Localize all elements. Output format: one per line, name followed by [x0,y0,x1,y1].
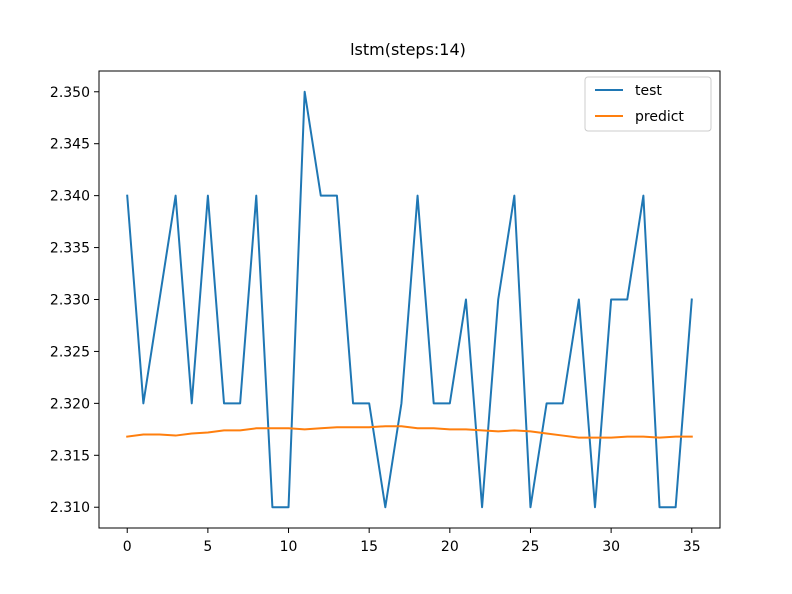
x-tick-label: 0 [123,539,132,555]
series-line-predict [126,425,693,439]
legend-label-test: test [635,83,662,99]
x-tick-label: 35 [683,539,701,555]
y-tick-label: 2.330 [50,293,90,309]
x-tick-label: 20 [441,539,459,555]
y-axis-ticks: 2.310 2.315 2.320 2.325 2.330 2.335 2.340 2.345… [50,85,99,516]
y-tick-label: 2.350 [50,85,90,101]
x-tick-label: 30 [602,539,620,555]
y-tick-label: 2.345 [50,137,90,153]
plot-area-frame [98,70,721,529]
legend: test predict [584,76,712,132]
x-tick-label: 25 [522,539,540,555]
x-tick-label: 10 [280,539,298,555]
series-lines [126,90,693,509]
chart-title: lstm(steps:14) [350,40,466,59]
y-tick-label: 2.325 [50,344,90,360]
y-tick-label: 2.340 [50,189,90,205]
y-tick-label: 2.310 [50,500,90,516]
x-tick-label: 15 [360,539,378,555]
series-line-test [126,90,693,509]
x-tick-label: 5 [203,539,212,555]
y-tick-label: 2.335 [50,241,90,257]
legend-label-predict: predict [635,109,684,125]
y-tick-label: 2.320 [50,396,90,412]
x-axis-ticks: 0 5 10 15 20 25 30 35 [123,528,701,555]
y-tick-label: 2.315 [50,448,90,464]
